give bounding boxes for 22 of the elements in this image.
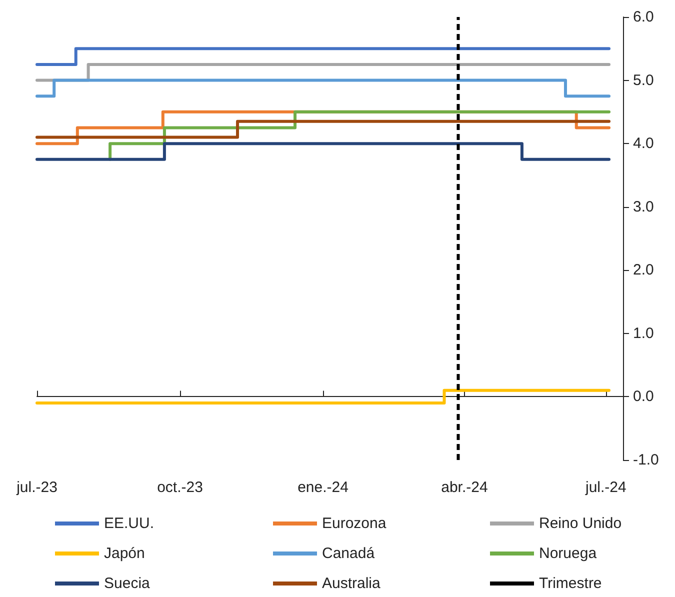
legend-label: Eurozona xyxy=(322,515,387,532)
legend-label: Japón xyxy=(104,545,145,562)
x-tick-label: ene.-24 xyxy=(298,479,348,496)
legend-label: Reino Unido xyxy=(539,515,622,532)
y-tick-label: 0.0 xyxy=(633,388,654,406)
legend-label: Noruega xyxy=(539,545,598,562)
legend-label: EE.UU. xyxy=(104,515,154,532)
y-tick-label: 6.0 xyxy=(633,8,654,26)
y-tick-label: 5.0 xyxy=(633,72,654,89)
legend-label: Canadá xyxy=(322,545,376,562)
x-tick-label: oct.-23 xyxy=(157,479,203,496)
legend-label: Australia xyxy=(322,575,382,592)
y-tick-label: 1.0 xyxy=(633,324,654,342)
y-tick-label: 3.0 xyxy=(633,198,654,216)
x-tick-label: abr.-24 xyxy=(441,479,488,496)
legend-label: Trimestre xyxy=(539,575,602,592)
y-tick-label: 2.0 xyxy=(633,262,654,279)
x-tick-label: jul.-24 xyxy=(584,479,626,496)
y-tick-label: 4.0 xyxy=(633,135,654,152)
y-tick-label: -1.0 xyxy=(633,452,659,468)
legend-label: Suecia xyxy=(104,575,151,592)
x-tick-label: jul.-23 xyxy=(16,479,58,496)
